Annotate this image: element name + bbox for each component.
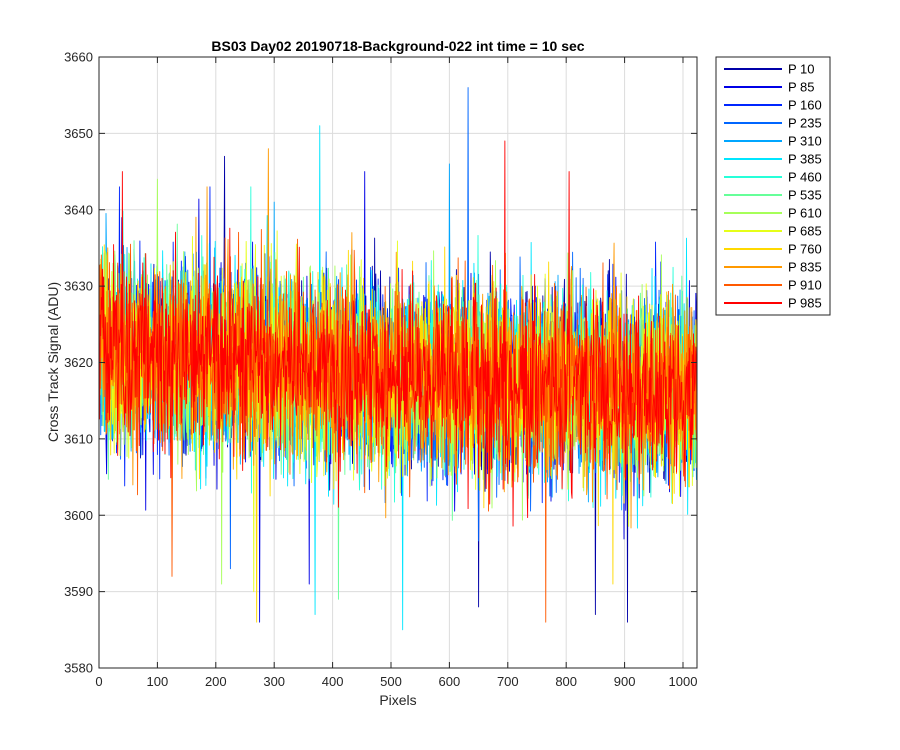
series-group [99,87,697,631]
legend: P 10 P 85 P 160 P 235 P 310 P 385 P 460 P 535 P … [715,56,831,316]
series-line [99,140,697,527]
tick-labels: 0 100 200 300 400 500 600 700 800 900 1000 3580 3590… [64,50,697,690]
x-tick-label: 300 [263,674,285,689]
y-tick-label: 3580 [64,661,93,676]
x-tick-label: 400 [322,674,344,689]
y-tick-label: 3660 [64,50,93,65]
x-tick-label: 1000 [669,674,698,689]
legend-label: P 835 [788,260,822,275]
legend-label: P 985 [788,296,822,311]
legend-label: P 385 [788,152,822,167]
y-tick-label: 3590 [64,584,93,599]
legend-box [715,56,831,316]
y-tick-label: 3600 [64,508,93,523]
legend-label: P 235 [788,116,822,131]
y-axis-title: Cross Track Signal (ADU) [45,282,61,442]
x-tick-label: 700 [497,674,519,689]
legend-label: P 910 [788,278,822,293]
x-axis-title: Pixels [379,692,416,708]
legend-label: P 685 [788,224,822,239]
axes [98,56,698,669]
y-tick-label: 3630 [64,279,93,294]
legend-label: P 610 [788,206,822,221]
x-tick-label: 500 [380,674,402,689]
x-tick-label: 900 [614,674,636,689]
chart-title: BS03 Day02 20190718-Background-022 int t… [211,38,584,54]
x-tick-label: 100 [147,674,169,689]
legend-label: P 760 [788,242,822,257]
legend-label: P 310 [788,134,822,149]
legend-label: P 535 [788,188,822,203]
x-tick-label: 0 [95,674,102,689]
legend-label: P 160 [788,98,822,113]
x-tick-label: 200 [205,674,227,689]
y-tick-label: 3650 [64,126,93,141]
legend-label: P 460 [788,170,822,185]
y-tick-label: 3610 [64,431,93,446]
x-tick-label: 600 [439,674,461,689]
x-tick-label: 800 [555,674,577,689]
legend-label: P 85 [788,80,815,95]
y-tick-label: 3640 [64,202,93,217]
legend-label: P 10 [788,62,815,77]
y-tick-label: 3620 [64,355,93,370]
